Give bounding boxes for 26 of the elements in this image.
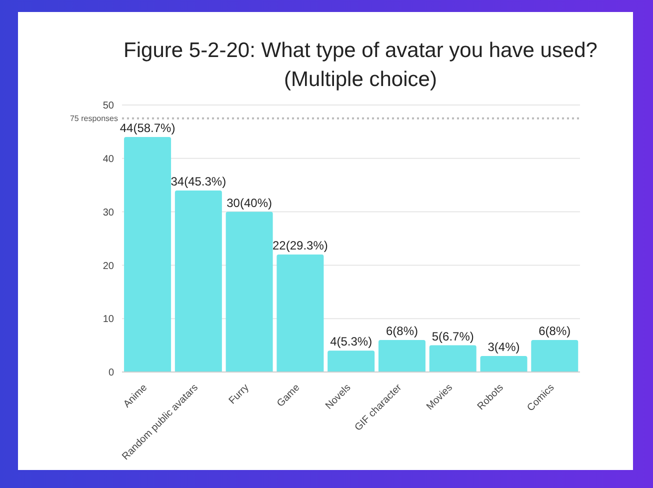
data-label: 22(29.3%) [272, 238, 328, 253]
data-label: 34(45.3%) [170, 174, 226, 188]
ref-line-label: 75 responses [70, 114, 118, 124]
bar [429, 345, 476, 372]
y-tick-label: 40 [102, 154, 114, 165]
data-label: 6(8%) [538, 324, 571, 338]
bar [531, 340, 578, 372]
bar [328, 350, 375, 372]
data-label: 5(6.7%) [432, 329, 474, 344]
y-tick-label: 50 [102, 100, 114, 112]
bar [378, 340, 426, 372]
bar [480, 356, 528, 372]
data-label: 6(8%) [386, 324, 418, 338]
bar [174, 190, 222, 372]
data-label: 30(40%) [226, 196, 272, 210]
chart-title: Figure 5-2-20: What type of avatar you have used? (Multiple choice) [122, 38, 598, 93]
bar [276, 254, 324, 372]
y-tick-label: 30 [102, 207, 114, 218]
data-label: 3(4%) [488, 340, 520, 354]
bar [124, 137, 172, 372]
y-tick-label: 10 [102, 314, 114, 326]
data-label: 44(58.7%) [120, 121, 176, 136]
data-label: 4(5.3%) [330, 334, 372, 349]
bar [226, 212, 273, 372]
y-tick-label: 20 [102, 260, 114, 272]
y-tick-label: 0 [108, 368, 114, 379]
